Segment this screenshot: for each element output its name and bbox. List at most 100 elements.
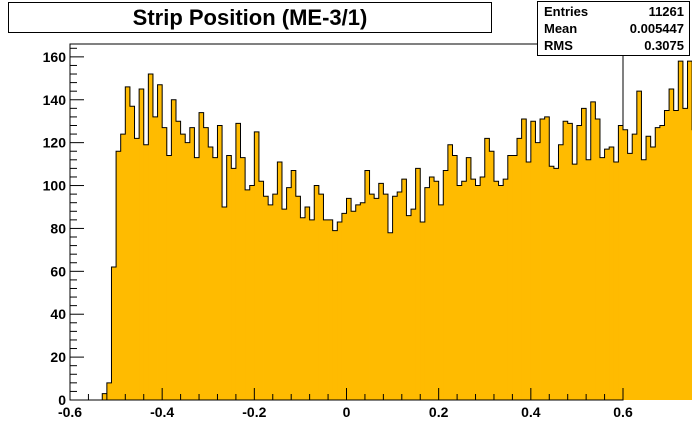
histogram-bin bbox=[374, 198, 380, 400]
histogram-bin bbox=[443, 170, 449, 400]
histogram-bin bbox=[567, 123, 573, 400]
histogram-bin bbox=[387, 232, 393, 400]
x-tick-label: 0.6 bbox=[613, 404, 633, 420]
histogram-bin bbox=[636, 91, 642, 400]
histogram-bin bbox=[249, 185, 255, 400]
histogram-bin bbox=[484, 138, 490, 400]
x-tick-label: 0 bbox=[343, 404, 351, 420]
stats-entries-value: 11261 bbox=[648, 4, 684, 19]
histogram-bin bbox=[171, 99, 177, 400]
histogram-bin bbox=[212, 157, 218, 400]
histogram-bin bbox=[341, 213, 347, 400]
histogram-bin bbox=[120, 134, 126, 400]
histogram-bin bbox=[590, 101, 596, 400]
histogram-bin bbox=[199, 112, 205, 401]
histogram-bin bbox=[461, 181, 467, 400]
histogram-outline bbox=[97, 60, 692, 401]
histogram-bin bbox=[148, 74, 154, 400]
y-tick-label: 60 bbox=[50, 263, 66, 279]
stats-box: Entries 11261 Mean 0.005447 RMS 0.3075 bbox=[537, 1, 690, 56]
x-tick-label: 0.2 bbox=[429, 404, 449, 420]
histogram-bin bbox=[318, 194, 324, 400]
histogram-bin bbox=[203, 127, 209, 401]
histogram-bin bbox=[438, 204, 444, 400]
histogram-bin bbox=[517, 138, 523, 400]
histogram-bin bbox=[254, 131, 260, 400]
y-tick-label: 80 bbox=[50, 220, 66, 236]
histogram-bin bbox=[180, 134, 186, 400]
histogram-bin bbox=[641, 159, 647, 400]
histogram-bin bbox=[194, 157, 200, 400]
y-tick-label: 140 bbox=[43, 92, 67, 108]
histogram-bin bbox=[682, 108, 688, 401]
histogram-bin bbox=[558, 144, 564, 400]
histogram-bin bbox=[659, 125, 665, 401]
histogram-bin bbox=[540, 119, 546, 400]
histogram-bin bbox=[226, 155, 232, 400]
histogram-bin bbox=[305, 206, 311, 400]
histogram-bin bbox=[632, 134, 638, 400]
histogram-bin bbox=[129, 106, 135, 400]
histogram-bin bbox=[286, 187, 292, 400]
stats-entries-label: Entries bbox=[544, 4, 589, 19]
histogram-bin bbox=[392, 196, 398, 400]
histogram-bin bbox=[493, 181, 499, 400]
histogram-bin bbox=[337, 222, 343, 400]
histogram-bin bbox=[351, 211, 357, 400]
y-tick-label: 40 bbox=[50, 306, 66, 322]
histogram-bin bbox=[576, 125, 582, 401]
histogram-bin bbox=[655, 127, 661, 401]
stats-entries: Entries 11261 bbox=[544, 4, 684, 21]
histogram-bin bbox=[595, 119, 601, 400]
histogram-bin bbox=[222, 206, 228, 400]
histogram-bin bbox=[258, 181, 264, 400]
histogram-bin bbox=[277, 161, 283, 400]
histogram-bin bbox=[411, 209, 417, 400]
histogram-bin bbox=[627, 153, 633, 400]
histogram-bin bbox=[116, 151, 122, 400]
histogram-bin bbox=[111, 267, 117, 400]
histogram-bin bbox=[457, 185, 463, 400]
histogram-bin bbox=[498, 185, 504, 400]
stats-mean-value: 0.005447 bbox=[629, 21, 684, 36]
histogram-bars bbox=[102, 61, 692, 401]
histogram-bin bbox=[646, 136, 652, 401]
histogram-bin bbox=[563, 121, 569, 400]
histogram-bin bbox=[139, 89, 145, 401]
histogram-bin bbox=[489, 151, 495, 400]
histogram-bin bbox=[429, 176, 435, 400]
histogram-bin bbox=[530, 121, 536, 400]
histogram-bin bbox=[125, 86, 131, 400]
histogram-bin bbox=[673, 110, 679, 400]
histogram-bin bbox=[134, 138, 140, 400]
stats-rms: RMS 0.3075 bbox=[544, 38, 684, 55]
histogram-bin bbox=[189, 127, 195, 401]
histogram-bin bbox=[434, 181, 440, 400]
histogram-bin bbox=[553, 168, 559, 400]
histogram-bin bbox=[466, 157, 472, 400]
histogram-bin bbox=[544, 116, 550, 401]
histogram-bin bbox=[143, 144, 149, 400]
histogram-bin bbox=[512, 155, 518, 400]
histogram-bin bbox=[231, 168, 237, 400]
histogram-bin bbox=[401, 179, 407, 400]
histogram-bin bbox=[452, 155, 458, 400]
stats-mean: Mean 0.005447 bbox=[544, 21, 684, 38]
histogram-bin bbox=[470, 179, 476, 400]
histogram-bin bbox=[314, 185, 320, 400]
y-tick-label: 0 bbox=[58, 392, 66, 408]
histogram-bin bbox=[664, 110, 670, 400]
stats-rms-value: 0.3075 bbox=[644, 38, 684, 53]
histogram-bin bbox=[166, 155, 172, 400]
x-tick-label: -0.6 bbox=[58, 404, 82, 420]
histogram-bin bbox=[217, 125, 223, 401]
stats-mean-label: Mean bbox=[544, 21, 578, 36]
histogram-bin bbox=[346, 198, 352, 400]
histogram-bin bbox=[295, 196, 301, 400]
stats-rms-label: RMS bbox=[544, 38, 573, 53]
histogram-bin bbox=[323, 219, 329, 400]
histogram-bin bbox=[480, 176, 486, 400]
histogram-bin bbox=[235, 123, 241, 400]
histogram-bin bbox=[152, 116, 158, 401]
x-tick-label: -0.4 bbox=[150, 404, 174, 420]
